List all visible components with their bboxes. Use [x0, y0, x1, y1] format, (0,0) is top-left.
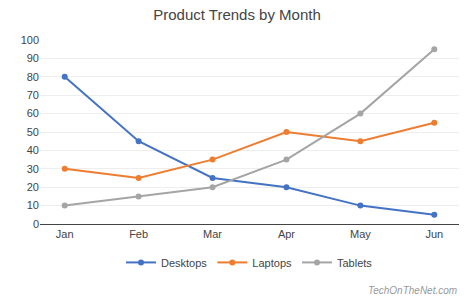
svg-text:90: 90	[27, 52, 39, 64]
svg-text:40: 40	[27, 144, 39, 156]
svg-text:Laptops: Laptops	[252, 257, 292, 269]
svg-text:Apr: Apr	[278, 228, 295, 240]
svg-text:Feb: Feb	[129, 228, 148, 240]
svg-text:Jun: Jun	[425, 228, 443, 240]
svg-text:Mar: Mar	[203, 228, 222, 240]
svg-text:TechOnTheNet.com: TechOnTheNet.com	[368, 285, 457, 296]
svg-text:70: 70	[27, 89, 39, 101]
svg-text:Desktops: Desktops	[161, 257, 207, 269]
svg-text:20: 20	[27, 181, 39, 193]
svg-text:30: 30	[27, 163, 39, 175]
svg-text:Product Trends by Month: Product Trends by Month	[153, 6, 321, 23]
svg-text:80: 80	[27, 71, 39, 83]
svg-text:Jan: Jan	[56, 228, 74, 240]
svg-text:Tablets: Tablets	[337, 257, 372, 269]
svg-text:10: 10	[27, 199, 39, 211]
svg-text:50: 50	[27, 126, 39, 138]
svg-text:0: 0	[33, 218, 39, 230]
svg-text:100: 100	[21, 34, 39, 46]
svg-text:May: May	[350, 228, 371, 240]
svg-text:60: 60	[27, 107, 39, 119]
